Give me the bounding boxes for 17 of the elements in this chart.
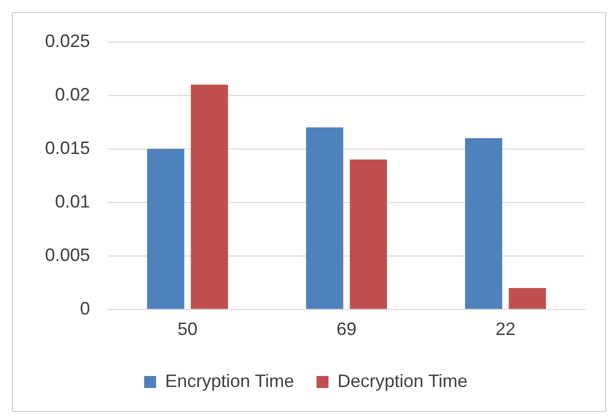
x-tick-label: 50 <box>178 319 198 340</box>
y-tick-label: 0.025 <box>44 30 90 51</box>
y-tick-label: 0.01 <box>54 191 90 212</box>
bar <box>190 84 228 309</box>
bar <box>306 127 344 309</box>
bar <box>350 160 387 309</box>
y-tick-label: 0.02 <box>54 84 90 104</box>
x-tick-label: 69 <box>336 319 357 340</box>
y-tick-label: 0.005 <box>44 244 90 265</box>
y-tick-label: 0.015 <box>44 138 90 158</box>
x-tick-label: 22 <box>495 319 516 340</box>
legend-label: Encryption Time <box>165 370 294 391</box>
bar <box>508 288 546 309</box>
y-tick-label: 0 <box>80 298 90 318</box>
bar <box>465 138 502 309</box>
bar <box>147 148 184 309</box>
legend-label: Decryption Time <box>338 370 468 391</box>
